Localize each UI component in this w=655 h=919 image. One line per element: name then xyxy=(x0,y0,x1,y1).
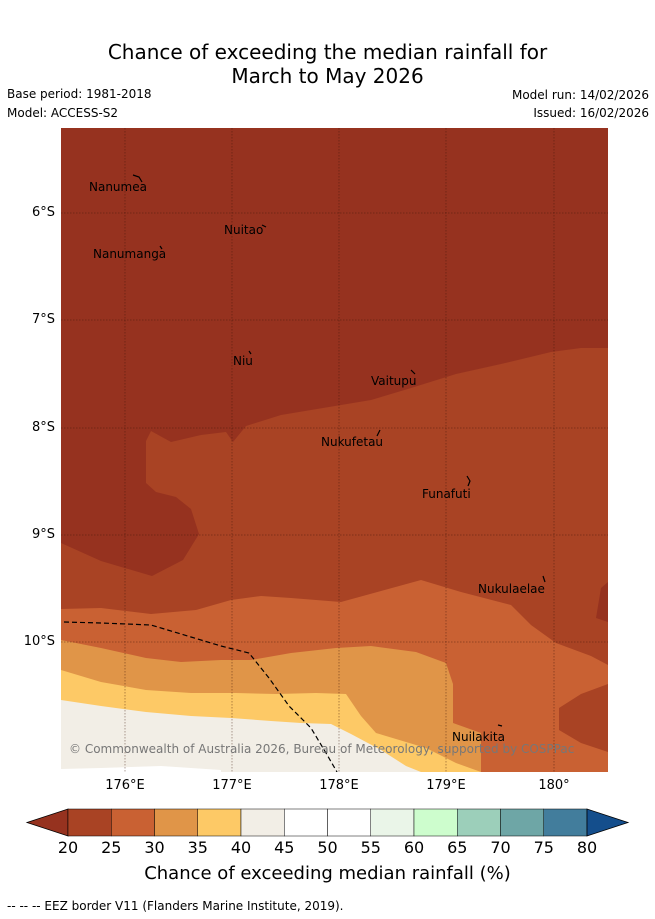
place-nanumanga: Nanumanga xyxy=(93,247,167,261)
graticule xyxy=(61,128,608,772)
colorbar-tick-label: 55 xyxy=(360,838,381,857)
pocket-20-25 xyxy=(559,684,608,752)
lon-label-176e: 176°E xyxy=(105,778,145,793)
colorbar-tick-label: 70 xyxy=(490,838,511,857)
colorbar-tick-label: 30 xyxy=(144,838,165,857)
copyright-notice: © Commonwealth of Australia 2026, Bureau… xyxy=(69,742,575,756)
model-name: Model: ACCESS-S2 xyxy=(7,106,119,120)
lat-label-9s: 9°S xyxy=(31,527,55,542)
colorbar-tick-label: 35 xyxy=(187,838,208,857)
colorbar-tick-label: 20 xyxy=(57,838,79,857)
colorbar-cell xyxy=(67,808,112,837)
colorbar-cell xyxy=(154,808,198,837)
base-period: Base period: 1981-2018 xyxy=(7,87,152,101)
colorbar-tick-label: 60 xyxy=(403,838,425,857)
lon-label-179e: 179°E xyxy=(426,778,466,793)
lat-label-8s: 8°S xyxy=(31,420,55,435)
colorbar-cell xyxy=(370,808,415,837)
eez-border xyxy=(63,621,338,772)
colorbar-tick-label: 65 xyxy=(447,838,468,857)
place-niu: Niu xyxy=(233,354,253,368)
colorbar-cell xyxy=(413,808,458,837)
eez-footnote: -- -- -- EEZ border V11 (Flanders Marine… xyxy=(7,899,344,913)
place-nuilakita: Nuilakita xyxy=(452,730,505,744)
island-outlines xyxy=(132,174,546,727)
place-nanumea: Nanumea xyxy=(89,180,147,194)
colorbar-tick-label: 45 xyxy=(274,838,295,857)
place-funafuti: Funafuti xyxy=(422,487,471,501)
lat-label-7s: 7°S xyxy=(31,312,55,327)
colorbar-tick-label: 40 xyxy=(230,838,252,857)
lon-label-180: 180° xyxy=(538,778,570,793)
chart-title: Chance of exceeding the median rainfall … xyxy=(0,40,655,88)
colorbar-tick-label: 25 xyxy=(101,838,122,857)
lon-label-178e: 178°E xyxy=(319,778,359,793)
lat-label-6s: 6°S xyxy=(31,205,55,220)
issued-date: Issued: 16/02/2026 xyxy=(533,106,649,120)
rainfall-map xyxy=(61,128,608,772)
colorbar-cell xyxy=(240,808,285,837)
colorbar-high-extension xyxy=(586,808,630,837)
pocket-below-20 xyxy=(596,582,608,622)
place-vaitupu: Vaitupu xyxy=(371,374,417,388)
title-line-2: March to May 2026 xyxy=(231,64,424,88)
place-nukulaelae: Nukulaelae xyxy=(478,582,545,596)
colorbar-cell xyxy=(500,808,544,837)
place-nukufetau: Nukufetau xyxy=(321,435,384,449)
lon-label-177e: 177°E xyxy=(212,778,252,793)
colorbar-cell xyxy=(543,808,588,837)
lat-label-10s: 10°S xyxy=(23,634,55,649)
colorbar-tick-label: 50 xyxy=(317,838,338,857)
place-nuitao: Nuitao xyxy=(224,223,264,237)
colorbar-cell xyxy=(327,808,371,837)
title-line-1: Chance of exceeding the median rainfall … xyxy=(107,40,548,64)
colorbar xyxy=(25,808,630,837)
colorbar-low-extension xyxy=(25,808,69,837)
colorbar-cell xyxy=(111,808,155,837)
region-45-55 xyxy=(61,766,221,772)
colorbar-cell xyxy=(457,808,501,837)
colorbar-tick-label: 80 xyxy=(576,838,598,857)
model-run: Model run: 14/02/2026 xyxy=(511,88,649,102)
colorbar-title: Chance of exceeding median rainfall (%) xyxy=(144,863,511,884)
colorbar-cell xyxy=(284,808,328,837)
colorbar-tick-label: 75 xyxy=(533,838,554,857)
colorbar-cell xyxy=(197,808,242,837)
region-40-45 xyxy=(61,700,421,772)
